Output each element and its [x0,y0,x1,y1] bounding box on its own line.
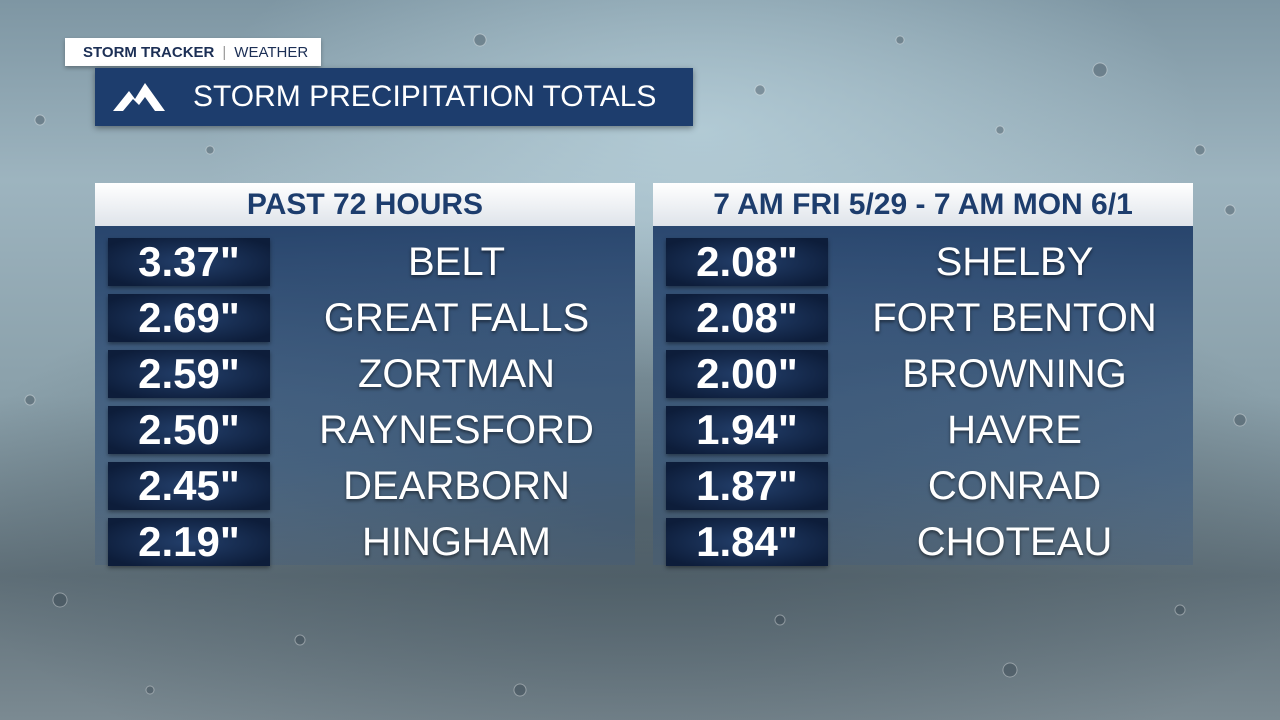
place: HINGHAM [362,520,551,564]
row: 1.84" CHOTEAU [666,518,1193,566]
panel-heading: PAST 72 HOURS [95,183,635,226]
title: STORM PRECIPITATION TOTALS [193,80,657,113]
amount: 1.87" [666,462,828,510]
row: 1.94" HAVRE [666,406,1193,454]
amount: 2.59" [108,350,270,398]
row: 2.45" DEARBORN [108,462,635,510]
row: 2.69" GREAT FALLS [108,294,635,342]
amount: 1.84" [666,518,828,566]
amount: 2.08" [666,294,828,342]
panel: PAST 72 HOURS 3.37" BELT 2.69" GREAT FALLS 2.… [95,183,635,566]
row: 3.37" BELT [108,238,635,286]
place: CHOTEAU [916,520,1113,564]
panel: 7 AM FRI 5/29 - 7 AM MON 6/1 2.08" SHELBY 2… [653,183,1193,566]
place: ZORTMAN [357,352,556,396]
place: RAYNESFORD [319,408,594,452]
amount: 1.94" [666,406,828,454]
amount: 3.37" [108,238,270,286]
amount: 2.69" [108,294,270,342]
panel-body: 3.37" BELT 2.69" GREAT FALLS 2.59" ZORTMAN 2.5… [95,226,635,566]
panel-body: 2.08" SHELBY 2.08" FORT BENTON 2.00" BROWNING… [653,226,1193,566]
row: 2.08" SHELBY [666,238,1193,286]
brand: STORM TRACKER [83,43,215,61]
amount: 2.19" [108,518,270,566]
title-bar: STORM PRECIPITATION TOTALS [95,68,693,126]
row: 2.08" FORT BENTON [666,294,1193,342]
place: FORT BENTON [872,296,1157,340]
row: 2.00" BROWNING [666,350,1193,398]
panel-heading: 7 AM FRI 5/29 - 7 AM MON 6/1 [653,183,1193,226]
place: BROWNING [902,352,1127,396]
amount: 2.00" [666,350,828,398]
place: GREAT FALLS [323,296,590,340]
place: HAVRE [947,408,1082,452]
amount: 2.08" [666,238,828,286]
row: 2.59" ZORTMAN [108,350,635,398]
amount: 2.45" [108,462,270,510]
place: SHELBY [935,240,1094,284]
row: 1.87" CONRAD [666,462,1193,510]
row: 2.50" RAYNESFORD [108,406,635,454]
place: DEARBORN [343,464,570,508]
section: WEATHER [234,43,309,61]
amount: 2.50" [108,406,270,454]
place: BELT [407,240,506,284]
row: 2.19" HINGHAM [108,518,635,566]
mountain-icon [113,83,165,111]
brand-tag: STORM TRACKER | WEATHER [65,38,321,66]
place: CONRAD [927,464,1102,508]
